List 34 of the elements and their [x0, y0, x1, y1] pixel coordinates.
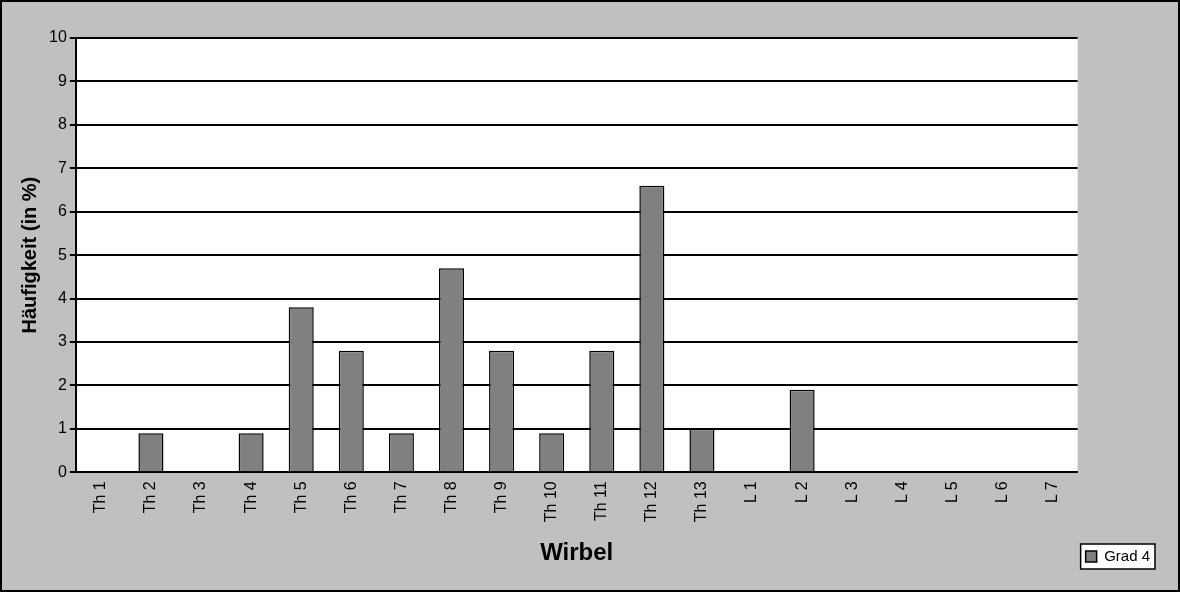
- y-axis-title: Häufigkeit (in %): [17, 176, 40, 334]
- x-tick-label: Th 5: [291, 481, 309, 514]
- x-tick-label: L 3: [842, 481, 860, 503]
- x-tick-label: Th 9: [491, 481, 509, 514]
- x-tick-label: Th 10: [542, 481, 560, 523]
- y-tick-label: 0: [57, 462, 67, 480]
- x-tick-label: Th 12: [642, 481, 660, 523]
- x-tick-label: Th 6: [341, 481, 359, 514]
- x-axis-title: Wirbel: [540, 538, 614, 566]
- y-tick-label: 1: [57, 419, 67, 437]
- y-tick-label: 4: [57, 288, 67, 306]
- x-tick-label: Th 1: [91, 481, 109, 514]
- x-tick-label: L 6: [992, 481, 1010, 503]
- y-tick-label: 9: [57, 71, 67, 89]
- y-tick-label: 7: [57, 158, 67, 176]
- x-tick-label: Th 3: [191, 481, 209, 514]
- y-tick-label: 10: [49, 28, 67, 46]
- x-tick-label: L 1: [742, 481, 760, 503]
- x-tick-label: L 4: [892, 481, 910, 503]
- y-tick-label: 6: [57, 202, 67, 220]
- x-tick-label: Th 13: [692, 481, 710, 523]
- x-tick-label: Th 4: [241, 481, 259, 514]
- x-tick-label: Th 11: [592, 481, 610, 522]
- x-tick-label: Th 2: [141, 481, 159, 514]
- x-tick-label: L 7: [1043, 481, 1060, 503]
- x-tick-label: Th 7: [391, 481, 409, 514]
- x-tick-label: L 2: [792, 481, 810, 503]
- x-tick-label: L 5: [942, 481, 960, 503]
- y-tick-label: 2: [57, 375, 67, 393]
- y-tick-label: 8: [57, 115, 67, 133]
- legend-label: Grad 4: [1104, 546, 1150, 564]
- y-tick-label: 3: [57, 332, 67, 350]
- y-tick-label: 5: [57, 245, 67, 263]
- x-tick-label: Th 8: [441, 481, 459, 514]
